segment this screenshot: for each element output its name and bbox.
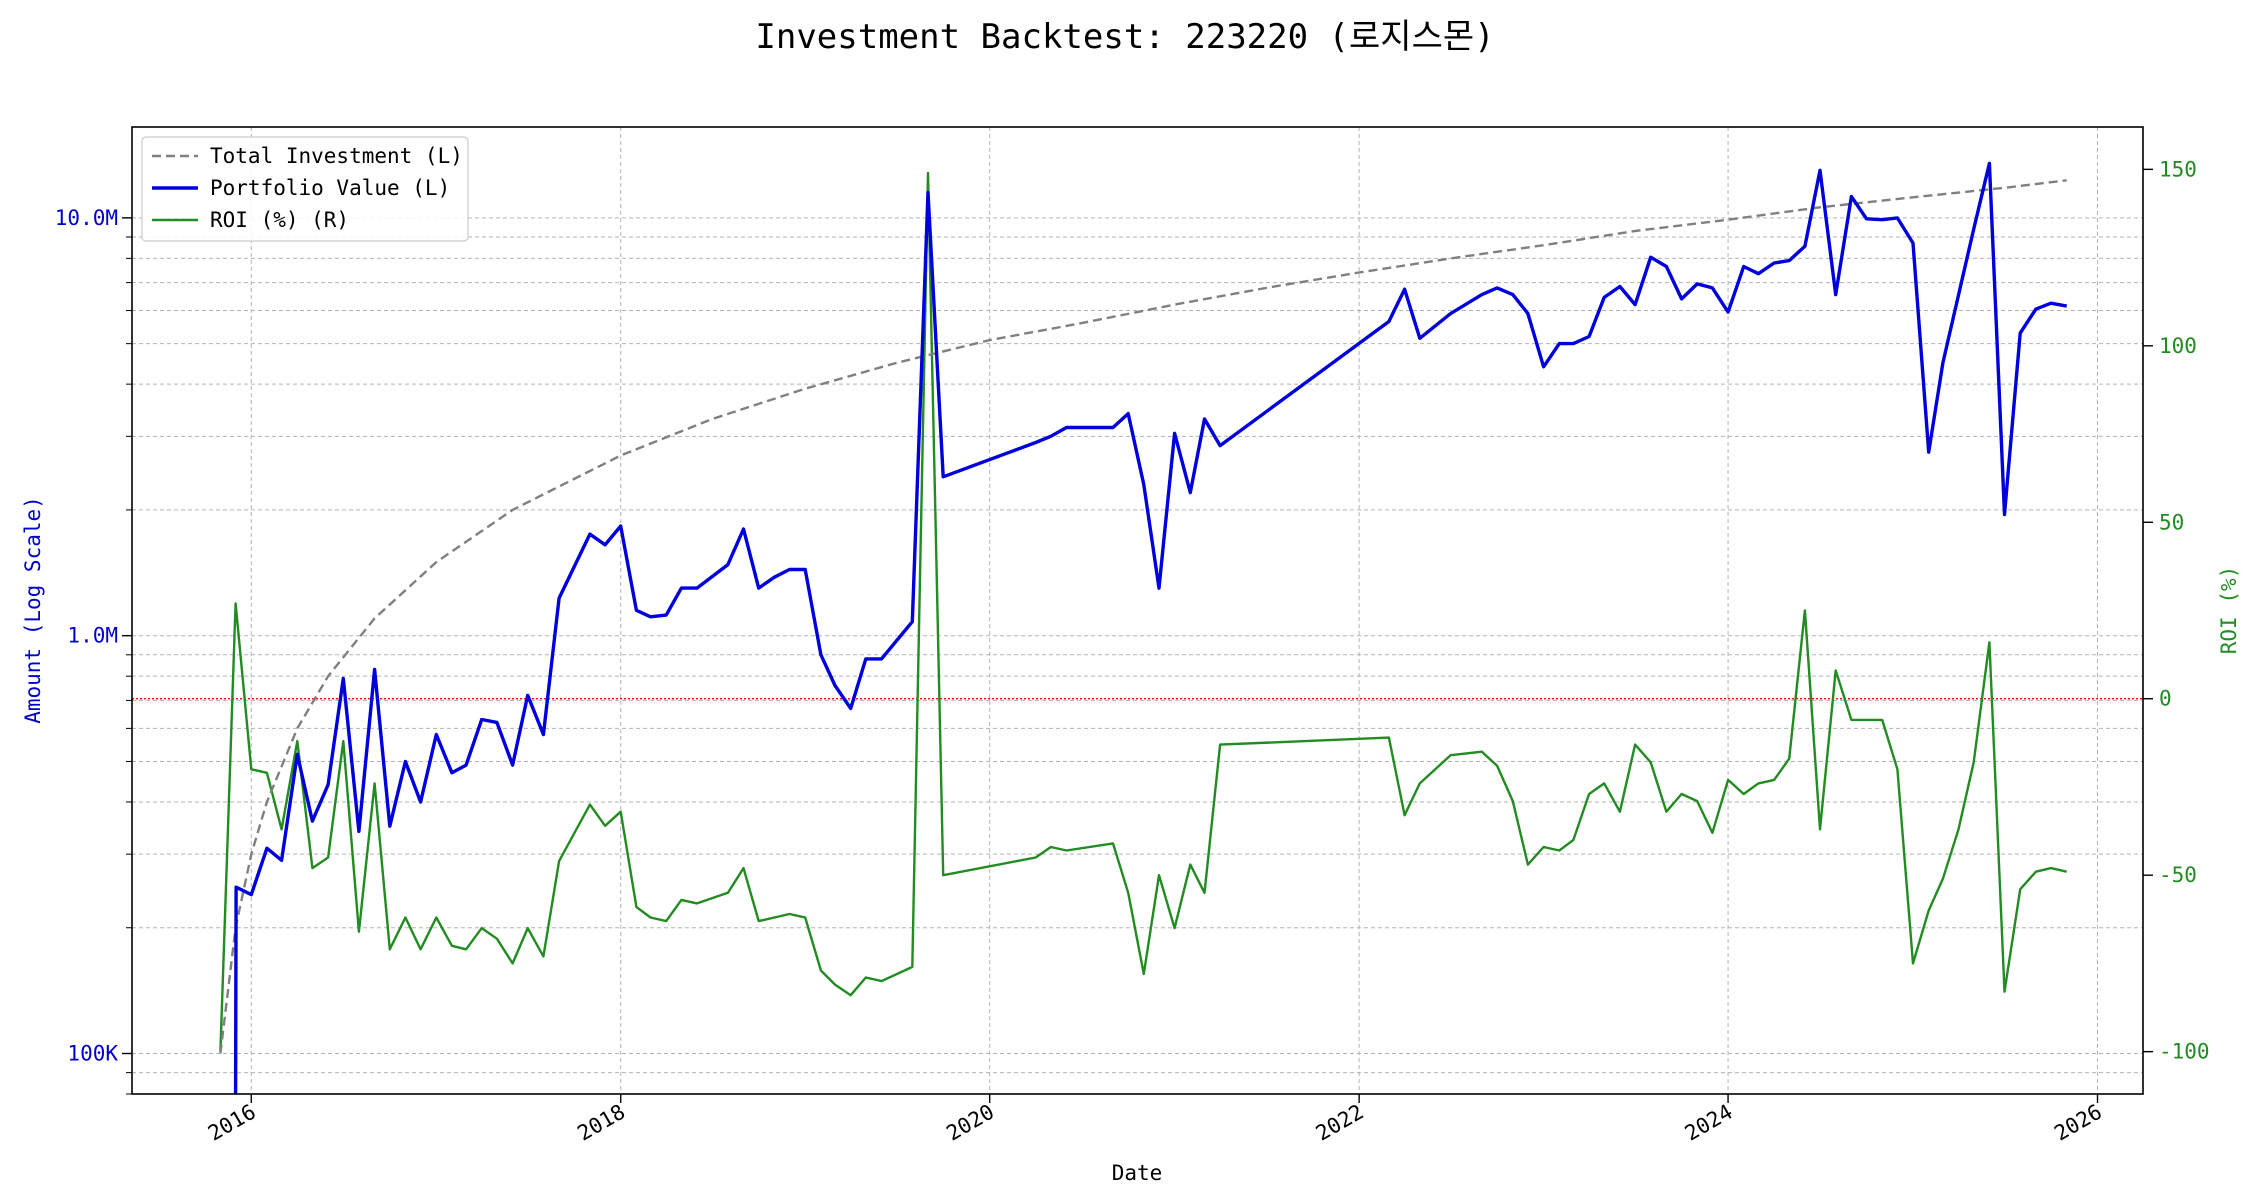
legend-label: ROI (%) (R): [210, 208, 349, 232]
y-left-tick-label: 1.0M: [67, 624, 118, 648]
series-line-2: [219, 171, 2067, 1052]
y-right-tick-label: 150: [2159, 157, 2197, 181]
series-line-0: [219, 179, 2067, 1054]
y-right-tick-label: 50: [2159, 510, 2184, 534]
legend-box: [141, 136, 469, 242]
series-layer: [132, 161, 2143, 1095]
y-axis-label-left: Amount (Log Scale): [21, 496, 45, 724]
y-right-tick-label: 0: [2159, 687, 2172, 711]
x-axis-label: Date: [1112, 1161, 1163, 1185]
axes: 2016 2018 2020 2022 2024 2026 100K 1.0M 10.0M -10…: [55, 157, 2210, 1145]
y-axis-label-right: ROI (%): [2217, 566, 2241, 655]
grid-lines: [132, 127, 2143, 1095]
x-tick-label: 2022: [1312, 1100, 1368, 1146]
legend-label: Total Investment (L): [210, 144, 463, 168]
x-tick-label: 2020: [942, 1100, 998, 1146]
y-left-tick-label: 100K: [67, 1042, 118, 1066]
x-tick-label: 2024: [1681, 1100, 1737, 1146]
y-left-tick-label: 10.0M: [55, 206, 118, 230]
x-tick-label: 2018: [573, 1100, 629, 1146]
y-right-tick-label: -100: [2159, 1040, 2210, 1064]
y-right-tick-label: -50: [2159, 863, 2197, 887]
y-right-tick-label: 100: [2159, 334, 2197, 358]
legend: Total Investment (L) Portfolio Value (L) R…: [141, 136, 469, 242]
plot-frame: [131, 126, 2144, 1095]
x-tick-label: 2026: [2050, 1100, 2106, 1146]
series-line-1: [233, 161, 2068, 1095]
legend-label: Portfolio Value (L): [210, 176, 450, 200]
chart-title: Investment Backtest: 223220 (로지스몬): [755, 17, 1494, 57]
x-tick-label: 2016: [204, 1100, 260, 1146]
